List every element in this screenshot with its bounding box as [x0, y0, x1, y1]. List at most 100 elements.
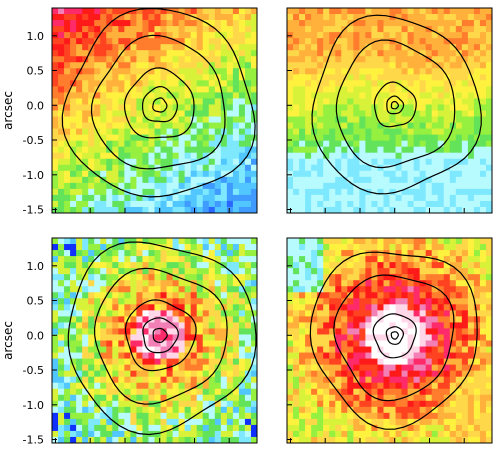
map-cell [100, 62, 107, 69]
map-cell [287, 418, 294, 426]
map-cell [112, 358, 119, 366]
map-cell [479, 206, 487, 213]
map-cell [172, 86, 180, 94]
map-cell [389, 244, 397, 251]
map-cell [136, 376, 144, 384]
map-cell [347, 8, 354, 15]
map-cell [329, 280, 336, 287]
map-cell [172, 238, 180, 245]
map-cell [130, 430, 138, 438]
map-cell [485, 116, 492, 124]
map-cell [293, 200, 300, 208]
map-cell [130, 436, 138, 443]
map-cell [371, 158, 379, 166]
map-cell [232, 128, 240, 136]
map-cell [359, 206, 366, 213]
isophote-contour [386, 95, 405, 115]
map-cell [220, 98, 228, 106]
map-cell [244, 334, 252, 342]
map-cell [106, 304, 113, 311]
map-cell [160, 140, 168, 148]
map-cell [365, 388, 373, 396]
map-cell [244, 44, 252, 51]
map-cell [395, 170, 403, 178]
map-cell [365, 436, 373, 443]
map-cell [299, 400, 306, 408]
map-cell [323, 128, 330, 136]
map-cell [305, 430, 312, 438]
map-cell [323, 280, 330, 287]
map-cell [467, 188, 475, 196]
map-cell [70, 62, 77, 69]
map-cell [467, 346, 475, 354]
map-cell [335, 436, 342, 443]
map-cell [232, 116, 240, 124]
map-cell [208, 44, 216, 51]
map-cell [413, 340, 421, 348]
map-cell [329, 256, 336, 263]
map-cell [232, 140, 240, 148]
map-cell [347, 200, 354, 208]
map-cell [214, 262, 222, 269]
map-cell [244, 346, 252, 354]
map-cell [401, 8, 409, 15]
map-cell [88, 8, 95, 15]
map-cell [244, 340, 252, 348]
map-cell [118, 68, 125, 75]
map-cell [461, 50, 469, 57]
map-cell [353, 244, 360, 251]
map-cell [94, 152, 101, 160]
map-cell [70, 316, 77, 324]
map-cell [425, 44, 433, 51]
map-cell [220, 170, 228, 178]
map-cell [377, 364, 385, 372]
map-cell [190, 92, 198, 100]
map-cell [437, 170, 445, 178]
map-cell [431, 146, 439, 154]
map-cell [431, 274, 439, 281]
map-cell [329, 26, 336, 33]
map-cell [136, 256, 144, 263]
map-cell [485, 286, 492, 293]
map-cell [52, 358, 59, 366]
map-cell [58, 334, 65, 342]
map-cell [172, 376, 180, 384]
map-cell [323, 104, 330, 112]
panel-frame [286, 237, 493, 444]
map-cell [359, 26, 366, 33]
map-cell [311, 20, 318, 27]
map-cell [317, 310, 324, 317]
map-cell [220, 92, 228, 100]
map-cell [130, 8, 138, 15]
map-cell [299, 110, 306, 118]
map-cell [479, 346, 487, 354]
map-cell [407, 194, 415, 202]
map-cell [160, 250, 168, 257]
map-cell [425, 170, 433, 178]
map-cell [112, 430, 119, 438]
map-cell [190, 406, 198, 414]
panel-frame [51, 237, 258, 444]
map-cell [166, 62, 174, 69]
map-cell [184, 140, 192, 148]
y-tick-label: 1.0 [27, 30, 45, 43]
map-cell [407, 334, 415, 342]
map-cell [202, 352, 210, 360]
map-cell [202, 322, 210, 330]
map-cell [389, 44, 397, 51]
map-cell [190, 388, 198, 396]
map-cell [184, 412, 192, 420]
map-cell [154, 298, 162, 305]
map-cell [70, 146, 77, 154]
map-cell [70, 376, 77, 384]
map-cell [311, 44, 318, 51]
map-cell [413, 382, 421, 390]
map-cell [299, 200, 306, 208]
map-cell [305, 256, 312, 263]
map-cell [100, 44, 107, 51]
map-cell [112, 310, 119, 317]
map-cell [76, 298, 83, 305]
map-cell [250, 152, 257, 160]
map-cell [413, 164, 421, 172]
map-cell [94, 424, 101, 432]
